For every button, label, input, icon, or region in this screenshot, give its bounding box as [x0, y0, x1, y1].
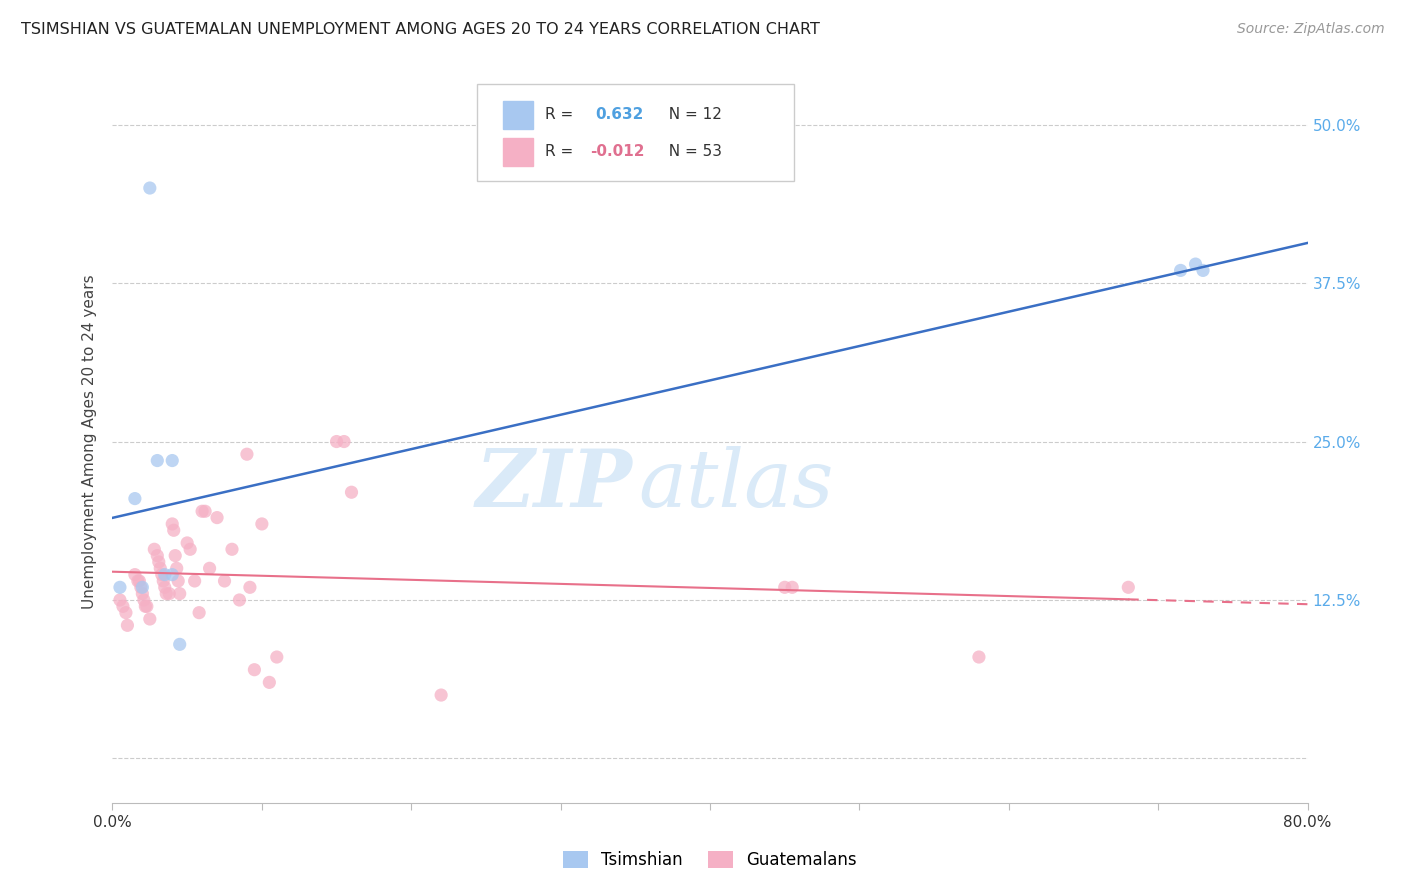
Point	[1170, 263, 1192, 277]
Point	[108, 580, 131, 594]
Point	[132, 593, 155, 607]
Point	[176, 536, 198, 550]
Text: -0.012: -0.012	[591, 145, 645, 160]
Point	[162, 453, 183, 467]
Point	[214, 574, 236, 588]
FancyBboxPatch shape	[503, 138, 533, 166]
Point	[191, 504, 214, 518]
Point	[131, 580, 153, 594]
Point	[1118, 580, 1140, 594]
Point	[124, 567, 146, 582]
Text: atlas: atlas	[638, 446, 834, 524]
Point	[108, 593, 131, 607]
Point	[131, 587, 153, 601]
Point	[967, 650, 990, 665]
Point	[157, 587, 180, 601]
Point	[162, 516, 183, 531]
Point	[166, 561, 188, 575]
Point	[134, 599, 156, 614]
Point	[169, 587, 191, 601]
Point	[236, 447, 259, 461]
Point	[128, 574, 150, 588]
Text: ZIP: ZIP	[475, 446, 633, 524]
Point	[152, 574, 174, 588]
Point	[139, 612, 162, 626]
Text: R =: R =	[546, 107, 578, 122]
Point	[129, 580, 152, 594]
Point	[194, 504, 217, 518]
Point	[250, 516, 273, 531]
Point	[773, 580, 796, 594]
Text: 0.632: 0.632	[595, 107, 644, 122]
Point	[333, 434, 356, 449]
Point	[198, 561, 221, 575]
Point	[340, 485, 363, 500]
Point	[221, 542, 243, 557]
FancyBboxPatch shape	[503, 101, 533, 128]
Point	[150, 567, 173, 582]
Point	[149, 561, 172, 575]
Point	[139, 181, 162, 195]
Point	[111, 599, 134, 614]
Point	[165, 549, 187, 563]
Point	[188, 606, 211, 620]
Point	[167, 574, 190, 588]
Point	[228, 593, 250, 607]
Point	[169, 637, 191, 651]
Point	[243, 663, 266, 677]
Point	[117, 618, 139, 632]
Point	[153, 580, 176, 594]
Point	[239, 580, 262, 594]
Point	[325, 434, 347, 449]
Point	[162, 567, 183, 582]
Point	[124, 491, 146, 506]
Point	[259, 675, 281, 690]
Point	[115, 606, 138, 620]
Point	[146, 453, 169, 467]
Point	[179, 542, 201, 557]
Point	[430, 688, 453, 702]
Point	[143, 542, 166, 557]
Text: N = 53: N = 53	[658, 145, 721, 160]
Point	[153, 567, 176, 582]
FancyBboxPatch shape	[477, 84, 794, 181]
Point	[1192, 263, 1215, 277]
Point	[1184, 257, 1206, 271]
Point	[135, 599, 157, 614]
Y-axis label: Unemployment Among Ages 20 to 24 years: Unemployment Among Ages 20 to 24 years	[82, 274, 97, 609]
Point	[205, 510, 228, 524]
Point	[155, 587, 177, 601]
Text: TSIMSHIAN VS GUATEMALAN UNEMPLOYMENT AMONG AGES 20 TO 24 YEARS CORRELATION CHART: TSIMSHIAN VS GUATEMALAN UNEMPLOYMENT AMO…	[21, 22, 820, 37]
Point	[780, 580, 803, 594]
Point	[266, 650, 288, 665]
Legend: Tsimshian, Guatemalans: Tsimshian, Guatemalans	[555, 843, 865, 878]
Point	[146, 549, 169, 563]
Text: N = 12: N = 12	[658, 107, 721, 122]
Point	[183, 574, 205, 588]
Point	[127, 574, 149, 588]
Text: Source: ZipAtlas.com: Source: ZipAtlas.com	[1237, 22, 1385, 37]
Point	[148, 555, 170, 569]
Text: R =: R =	[546, 145, 578, 160]
Point	[163, 523, 186, 537]
